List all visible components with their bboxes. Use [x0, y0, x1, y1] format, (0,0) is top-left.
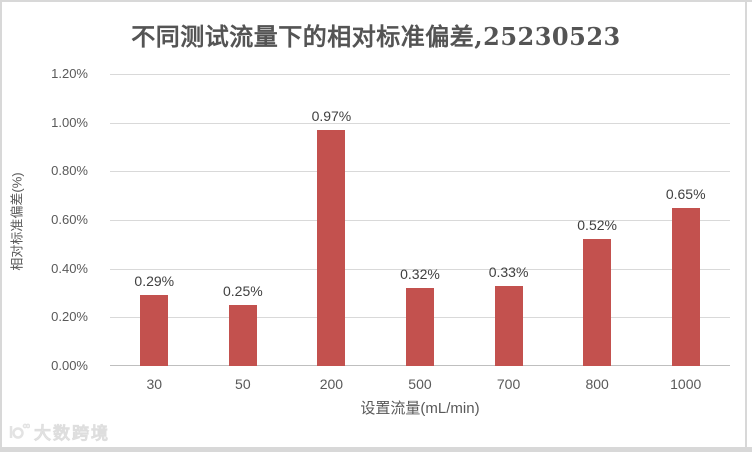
x-tick-label: 50 [235, 376, 251, 392]
window-border-left [0, 0, 2, 452]
gridline [110, 268, 730, 270]
gridline [110, 74, 730, 75]
x-tick-label: 800 [585, 376, 609, 392]
bar-slot-500: 0.32% [376, 74, 465, 366]
plot-area: 0.29% 0.25% 0.97% 0.32% 0.33% 0.52% 0.65% [110, 74, 730, 366]
bar-200 [317, 129, 346, 366]
bar-1000 [671, 207, 700, 366]
bar-data-label: 0.97% [311, 107, 352, 124]
bar-data-label: 0.33% [488, 263, 529, 280]
window-border-top [0, 0, 752, 2]
bar-data-label: 0.52% [577, 217, 617, 234]
watermark-logo-icon [9, 423, 30, 439]
bar-data-label: 0.25% [222, 283, 263, 300]
y-tick-label: 0.00% [51, 358, 88, 373]
bar-slot-30: 0.29% [110, 74, 199, 366]
bar-slot-700: 0.33% [464, 74, 553, 366]
gridline [110, 220, 730, 221]
x-tick-label: 700 [496, 376, 521, 392]
bar-slot-1000: 0.65% [641, 74, 730, 366]
chart-title: 不同测试流量下的相对标准偏差,25230523 [131, 22, 621, 51]
bar-slot-50: 0.25% [199, 74, 288, 366]
y-tick-label: 0.20% [51, 309, 88, 325]
window-border-bottom [0, 447, 752, 452]
gridline [110, 171, 730, 173]
x-axis-title: 设置流量(mL/min) [360, 400, 480, 417]
y-tick-label: 0.80% [51, 163, 88, 179]
y-tick-label: 0.60% [51, 212, 88, 227]
bar-data-label: 0.32% [400, 266, 440, 283]
y-tick-label: 0.40% [51, 260, 88, 276]
bar-800 [583, 239, 612, 366]
bar-data-label: 0.65% [665, 185, 706, 202]
bar-500 [405, 288, 434, 366]
bar-slot-800: 0.52% [553, 74, 642, 366]
watermark-label: 大数跨境 [34, 424, 110, 444]
y-axis-title: 相对标准偏差(%) [9, 172, 25, 271]
bar-slot-200: 0.97% [287, 74, 376, 366]
gridline [110, 122, 730, 124]
y-tick-label: 1.20% [51, 66, 88, 81]
x-tick-label: 30 [146, 376, 163, 392]
x-tick-label: 1000 [670, 376, 702, 392]
y-tick-label: 1.00% [51, 114, 88, 130]
x-tick-label: 200 [319, 376, 344, 392]
bar-30 [140, 295, 169, 366]
bar-data-label: 0.29% [134, 273, 175, 290]
window-border-right [745, 0, 747, 448]
watermark: 大数跨境 [8, 419, 110, 444]
x-tick-label: 500 [408, 376, 432, 392]
bar-700 [494, 285, 523, 366]
bar-50 [228, 305, 257, 366]
